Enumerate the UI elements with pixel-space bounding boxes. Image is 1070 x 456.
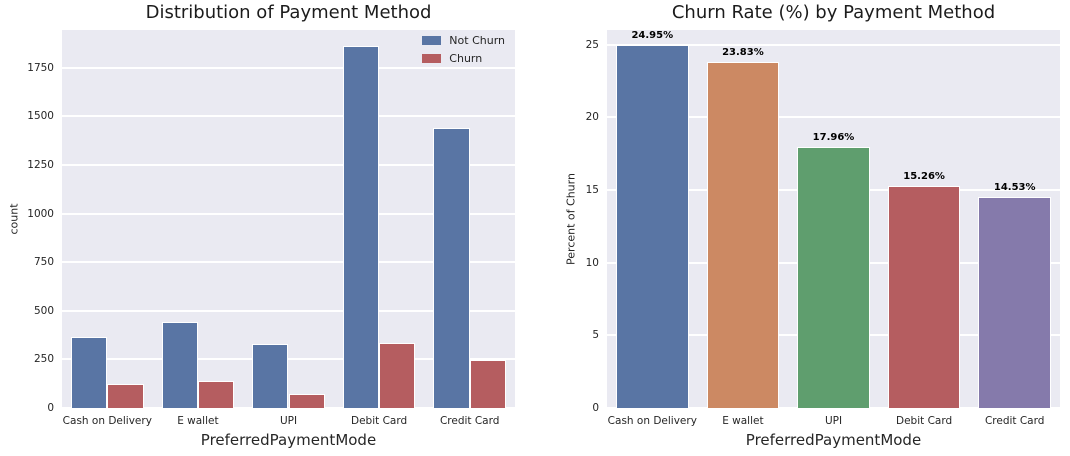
bar-value-label: 24.95% <box>631 30 674 42</box>
bar-not-churn-debit-card <box>342 46 380 408</box>
legend-label: Not Churn <box>449 34 505 47</box>
chart-title: Distribution of Payment Method <box>145 2 432 23</box>
bar-credit-card <box>978 196 1051 408</box>
x-tick-label: E wallet <box>177 415 219 427</box>
gridline <box>62 261 515 264</box>
x-tick-label: Debit Card <box>351 415 408 427</box>
y-tick-label: 10 <box>585 256 599 269</box>
gridline <box>62 309 515 312</box>
bar-churn-upi <box>288 394 325 408</box>
x-tick-label: Credit Card <box>439 415 500 427</box>
legend-swatch <box>422 54 442 63</box>
legend-item: Churn <box>422 52 505 65</box>
gridline <box>607 407 1060 409</box>
bar-not-churn-cash-on-delivery <box>71 337 108 408</box>
x-axis-label: PreferredPaymentMode <box>745 431 922 449</box>
y-tick-label: 15 <box>585 183 599 196</box>
y-tick-label: 0 <box>592 402 599 414</box>
gridline <box>607 116 1060 119</box>
x-tick-label: UPI <box>824 415 843 427</box>
x-tick-label: Cash on Delivery <box>607 415 697 427</box>
bar-churn-e-wallet <box>197 381 235 408</box>
x-tick-label: Credit Card <box>984 415 1045 427</box>
y-tick-label: 750 <box>33 256 54 269</box>
bar-upi <box>797 146 870 408</box>
x-tick-label: Debit Card <box>896 415 953 427</box>
bar-not-churn-e-wallet <box>161 322 198 408</box>
bar-cash-on-delivery <box>616 45 689 408</box>
bar-value-label: 15.26% <box>903 171 945 183</box>
y-tick-label: 1000 <box>27 207 54 220</box>
bar-e-wallet <box>706 61 780 408</box>
x-tick-label: E wallet <box>722 415 764 427</box>
y-tick-label: 25 <box>585 38 599 51</box>
gridline <box>62 358 515 361</box>
gridline <box>62 407 515 409</box>
bar-value-label: 17.96% <box>812 131 855 143</box>
legend-swatch <box>422 36 442 45</box>
y-tick-label: 5 <box>592 329 599 342</box>
gridline <box>62 66 515 69</box>
bar-churn-cash-on-delivery <box>107 384 144 408</box>
y-tick-label: 250 <box>33 353 54 366</box>
plot-area <box>607 30 1060 409</box>
gridline <box>62 163 515 166</box>
y-tick-label: 1750 <box>27 61 54 74</box>
x-tick-label: UPI <box>279 415 298 427</box>
y-tick-label: 20 <box>585 111 599 124</box>
legend-item: Not Churn <box>422 34 505 47</box>
legend-label: Churn <box>449 52 483 65</box>
bar-value-label: 14.53% <box>993 181 1036 193</box>
chart-title: Churn Rate (%) by Payment Method <box>671 2 996 23</box>
bar-value-label: 23.83% <box>722 46 764 58</box>
y-tick-label: 1500 <box>27 110 54 123</box>
x-tick-label: Cash on Delivery <box>62 415 152 427</box>
gridline <box>62 115 515 118</box>
x-axis-label: PreferredPaymentMode <box>200 431 377 449</box>
bar-churn-credit-card <box>469 360 506 408</box>
bar-not-churn-credit-card <box>433 127 470 408</box>
gridline <box>62 212 515 215</box>
y-tick-label: 0 <box>47 402 54 414</box>
y-tick-label: 500 <box>33 304 54 317</box>
bar-not-churn-upi <box>252 344 289 408</box>
legend: Not Churn Churn <box>422 34 505 65</box>
y-tick-label: 1250 <box>27 158 54 171</box>
gridline <box>607 43 1060 46</box>
bar-debit-card <box>887 186 961 408</box>
bar-churn-debit-card <box>379 342 416 408</box>
plot-area: Not Churn Churn <box>62 30 515 409</box>
